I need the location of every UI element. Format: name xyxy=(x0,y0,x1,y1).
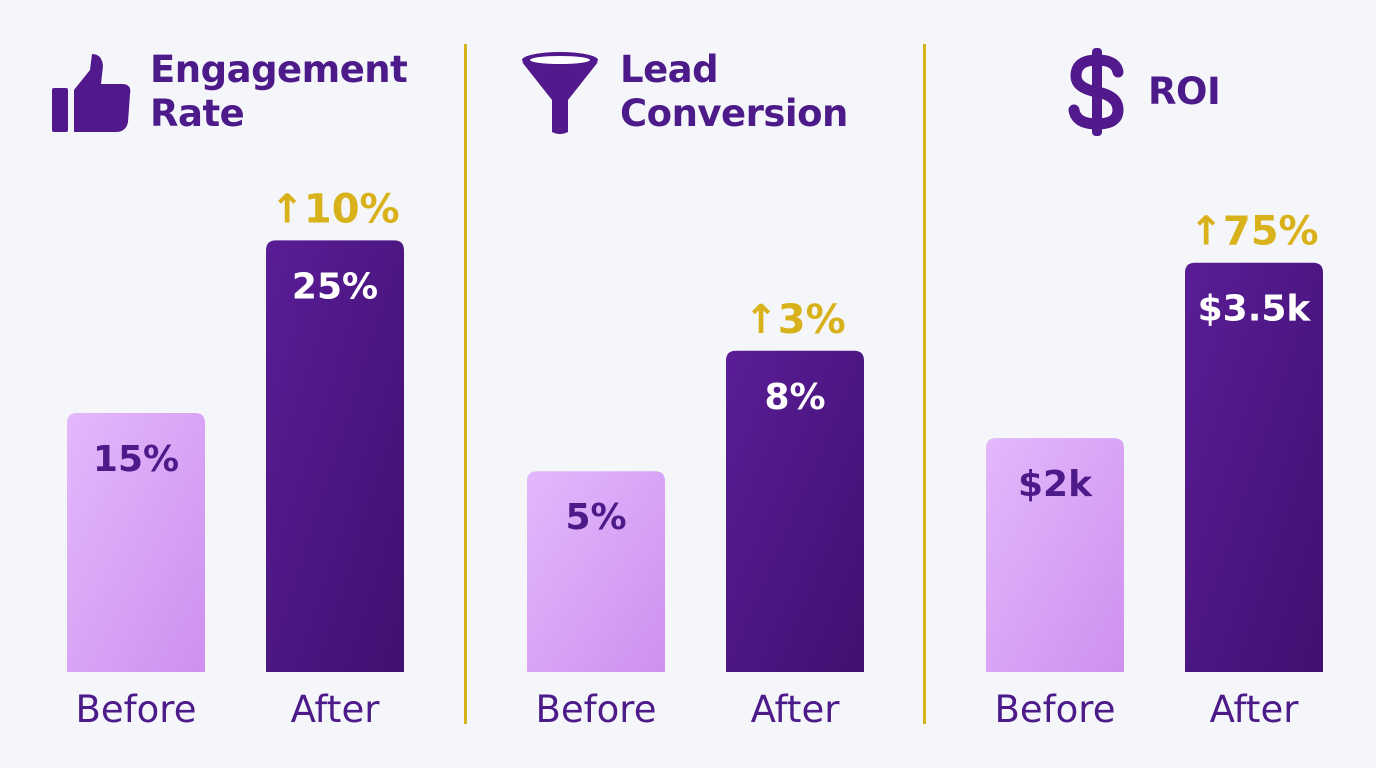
delta-label: ↑10% xyxy=(270,186,399,232)
lead-conversion-header: Lead Conversion xyxy=(520,48,848,136)
engagement-rate-header: Engagement Rate xyxy=(50,48,408,136)
category-label: After xyxy=(751,688,841,731)
bar-after xyxy=(726,350,864,672)
category-label: Before xyxy=(536,688,657,731)
dollar-icon xyxy=(1068,48,1124,136)
value-label: 5% xyxy=(565,497,626,538)
title-line: Rate xyxy=(150,92,245,135)
title-line: Engagement xyxy=(150,48,408,91)
delta-label: ↑75% xyxy=(1189,209,1318,255)
panel-divider-1 xyxy=(464,44,467,724)
title-line: ROI xyxy=(1148,70,1221,113)
category-label: Before xyxy=(995,688,1116,731)
lead-conversion-title: Lead Conversion xyxy=(620,48,848,136)
roi-header: ROI xyxy=(1066,48,1221,136)
value-label: $2k xyxy=(1018,464,1093,505)
category-label: Before xyxy=(76,688,197,731)
delta-label: ↑3% xyxy=(744,297,845,343)
engagement-rate-title: Engagement Rate xyxy=(150,48,408,136)
panel-divider-2 xyxy=(923,44,926,724)
funnel-icon xyxy=(522,52,598,134)
roi-title: ROI xyxy=(1148,70,1221,114)
bar-before xyxy=(527,471,665,672)
value-label: 25% xyxy=(292,266,378,307)
title-line: Lead xyxy=(620,48,719,91)
category-label: After xyxy=(1210,688,1300,731)
value-label: 15% xyxy=(93,439,179,480)
bar-after xyxy=(1185,262,1323,672)
thumbs-up-icon xyxy=(52,54,131,132)
title-line: Conversion xyxy=(620,92,848,135)
value-label: $3.5k xyxy=(1198,289,1312,330)
bar-after xyxy=(266,240,404,673)
value-label: 8% xyxy=(764,377,825,418)
bar-before xyxy=(67,413,205,672)
bar-before xyxy=(986,438,1124,672)
category-label: After xyxy=(291,688,381,731)
